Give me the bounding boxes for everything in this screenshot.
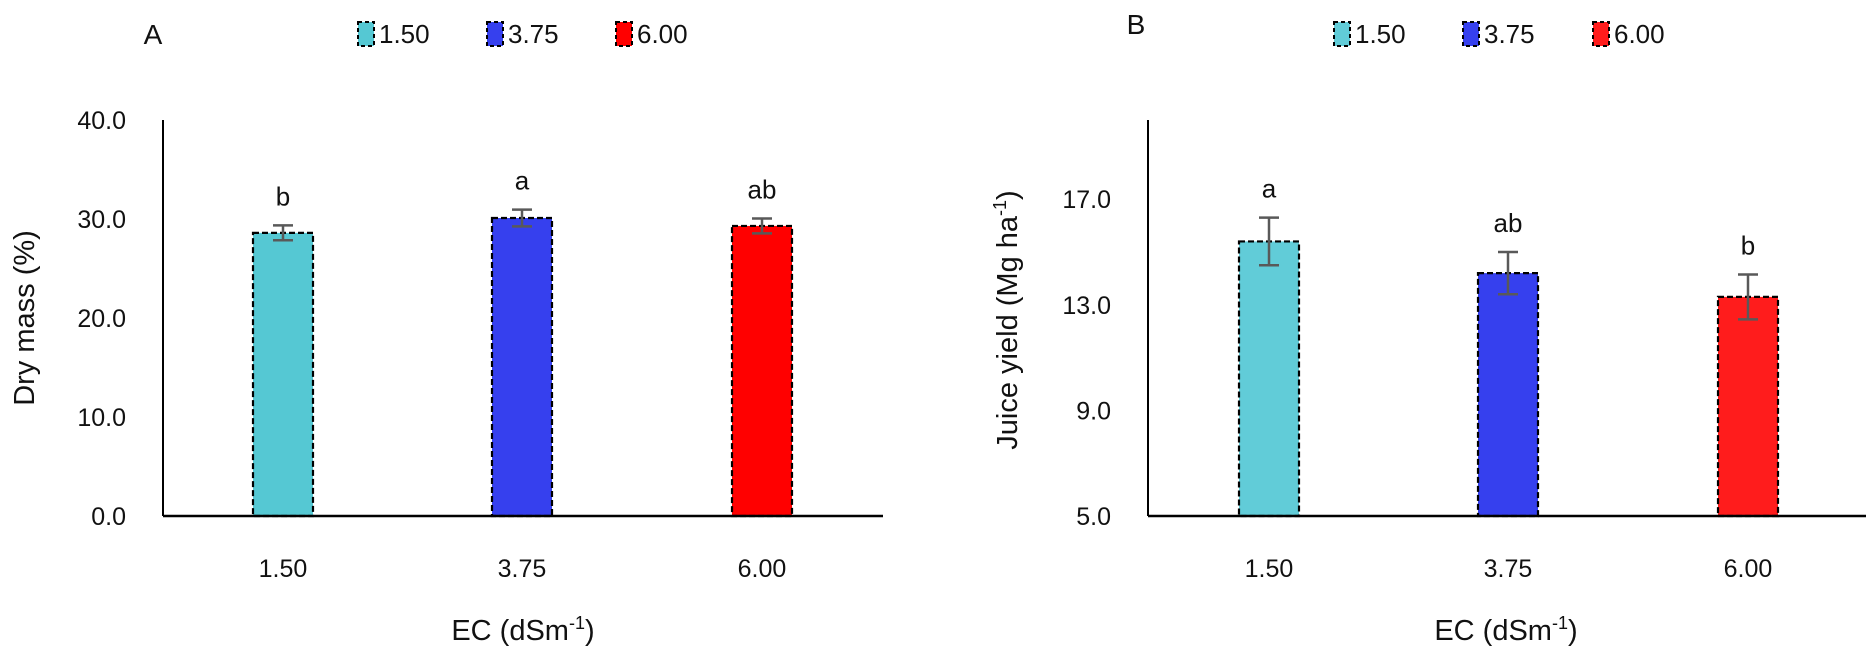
bar-1.50	[251, 231, 315, 518]
significance-letter: a	[515, 166, 530, 196]
x-axis-title-end: )	[1568, 615, 1578, 647]
significance-letter: ab	[748, 175, 777, 205]
legend-label: 1.50	[1355, 19, 1406, 49]
legend-item: 1.50	[1333, 19, 1406, 49]
x-axis-title-end: )	[585, 615, 595, 647]
legend-label: 1.50	[379, 19, 430, 49]
y-axis-title-text: Juice yield (Mg ha	[992, 215, 1024, 450]
chart-panel-a: A 1.50 3.75 6.00 0.0 10.0 20.0 30.0 40.0 Dry mass…	[9, 19, 883, 647]
bar-1.50	[1237, 240, 1301, 518]
y-tick-label: 40.0	[77, 107, 126, 135]
error-bar	[1498, 250, 1518, 296]
bar-6.00	[730, 224, 794, 518]
legend-swatch	[486, 21, 504, 47]
x-tick-label: 6.00	[738, 555, 787, 583]
x-axis-title-superscript: -1	[569, 613, 585, 633]
significance-letter: a	[1262, 174, 1277, 204]
y-axis-title-end: )	[992, 190, 1024, 200]
legend-label: 3.75	[508, 19, 559, 49]
y-tick-label: 20.0	[77, 305, 126, 333]
error-bar	[273, 224, 293, 242]
legend-swatch	[1333, 21, 1351, 47]
legend-item: 1.50	[357, 19, 430, 49]
y-axis-title-superscript: -1	[990, 200, 1010, 216]
x-tick-label: 3.75	[1484, 555, 1533, 583]
x-tick-label: 3.75	[498, 555, 547, 583]
legend-swatch	[357, 21, 375, 47]
error-bar	[752, 217, 772, 235]
legend-item: 3.75	[486, 19, 559, 49]
y-axis-title: Dry mass (%)	[9, 230, 41, 406]
y-tick-label: 10.0	[77, 404, 126, 432]
bar-3.75	[490, 216, 554, 518]
x-tick-label: 1.50	[259, 555, 308, 583]
error-bar	[1738, 273, 1758, 321]
y-axis-title-text: Dry mass (%)	[9, 230, 41, 406]
x-axis-title-superscript: -1	[1552, 613, 1568, 633]
y-tick-label: 5.0	[1076, 503, 1111, 531]
legend-label: 6.00	[637, 19, 688, 49]
x-axis-title-text: EC (dSm	[451, 615, 569, 647]
legend-item: 6.00	[615, 19, 688, 49]
legend-item: 6.00	[1592, 19, 1665, 49]
panel-label: A	[144, 19, 163, 50]
legend-item: 3.75	[1462, 19, 1535, 49]
legend-swatch	[1592, 21, 1610, 47]
significance-letter: ab	[1494, 208, 1523, 238]
error-bar	[512, 208, 532, 228]
legend-label: 3.75	[1484, 19, 1535, 49]
x-tick-label: 1.50	[1245, 555, 1294, 583]
y-tick-label: 0.0	[91, 503, 126, 531]
panel-label: B	[1127, 9, 1146, 40]
legend-swatch	[615, 21, 633, 47]
legend-label: 6.00	[1614, 19, 1665, 49]
y-tick-label: 17.0	[1062, 186, 1111, 214]
bar-6.00	[1716, 295, 1780, 518]
y-axis-title: Juice yield (Mg ha-1)	[990, 190, 1024, 449]
x-tick-label: 6.00	[1724, 555, 1773, 583]
x-axis-title: EC (dSm-1)	[1434, 613, 1577, 647]
significance-letter: b	[1741, 230, 1755, 260]
legend-swatch	[1462, 21, 1480, 47]
y-tick-label: 9.0	[1076, 397, 1111, 425]
significance-letter: b	[276, 181, 290, 211]
bar-3.75	[1476, 272, 1540, 518]
x-axis-title: EC (dSm-1)	[451, 613, 594, 647]
error-bar	[1259, 216, 1279, 267]
y-tick-label: 30.0	[77, 206, 126, 234]
y-tick-label: 13.0	[1062, 292, 1111, 320]
chart-panel-b: B 1.50 3.75 6.00 5.0 9.0 13.0 17.0 Juice yield (…	[990, 9, 1866, 647]
x-axis-title-text: EC (dSm	[1434, 615, 1552, 647]
